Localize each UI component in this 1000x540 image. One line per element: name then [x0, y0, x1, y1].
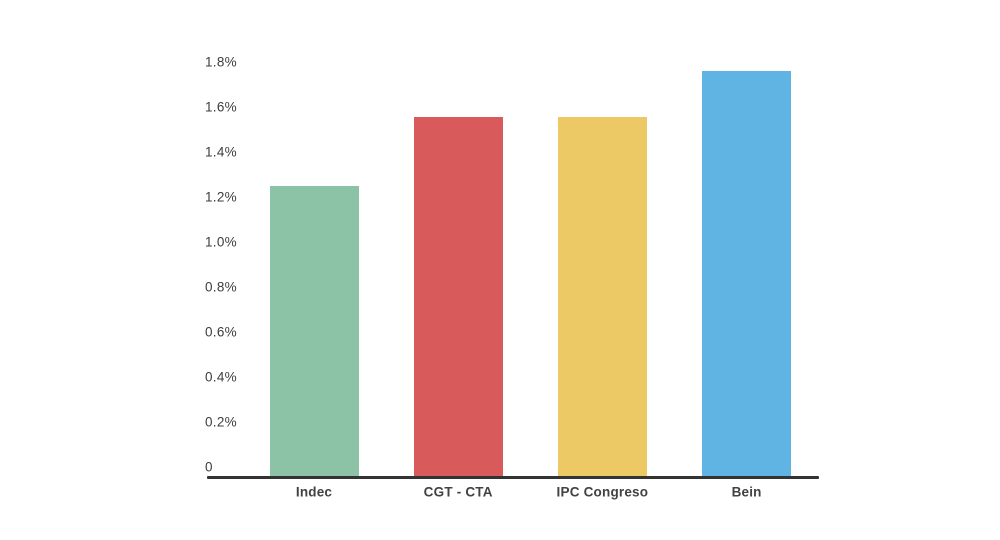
y-tick-label: 1.6% — [205, 99, 237, 115]
bar-bein — [702, 71, 792, 476]
x-category-label: Bein — [731, 484, 762, 500]
y-tick-label: 0 — [205, 459, 213, 475]
bar-indec — [269, 186, 359, 476]
x-axis-line — [207, 476, 819, 479]
bar-ipc-congreso — [557, 117, 647, 476]
x-category-label: Indec — [295, 484, 333, 500]
y-tick-label: 1.2% — [205, 189, 237, 205]
y-tick-label: 1.4% — [205, 144, 237, 160]
x-category-label: CGT - CTA — [423, 484, 493, 500]
y-tick-label: 0.8% — [205, 279, 237, 295]
y-tick-label: 1.0% — [205, 234, 237, 250]
y-tick-label: 0.4% — [205, 369, 237, 385]
bar-cgt-cta — [413, 117, 503, 476]
x-category-label: IPC Congreso — [556, 484, 649, 500]
y-tick-label: 0.6% — [205, 324, 237, 340]
y-tick-label: 1.8% — [205, 54, 237, 70]
y-tick-label: 0.2% — [205, 414, 237, 430]
